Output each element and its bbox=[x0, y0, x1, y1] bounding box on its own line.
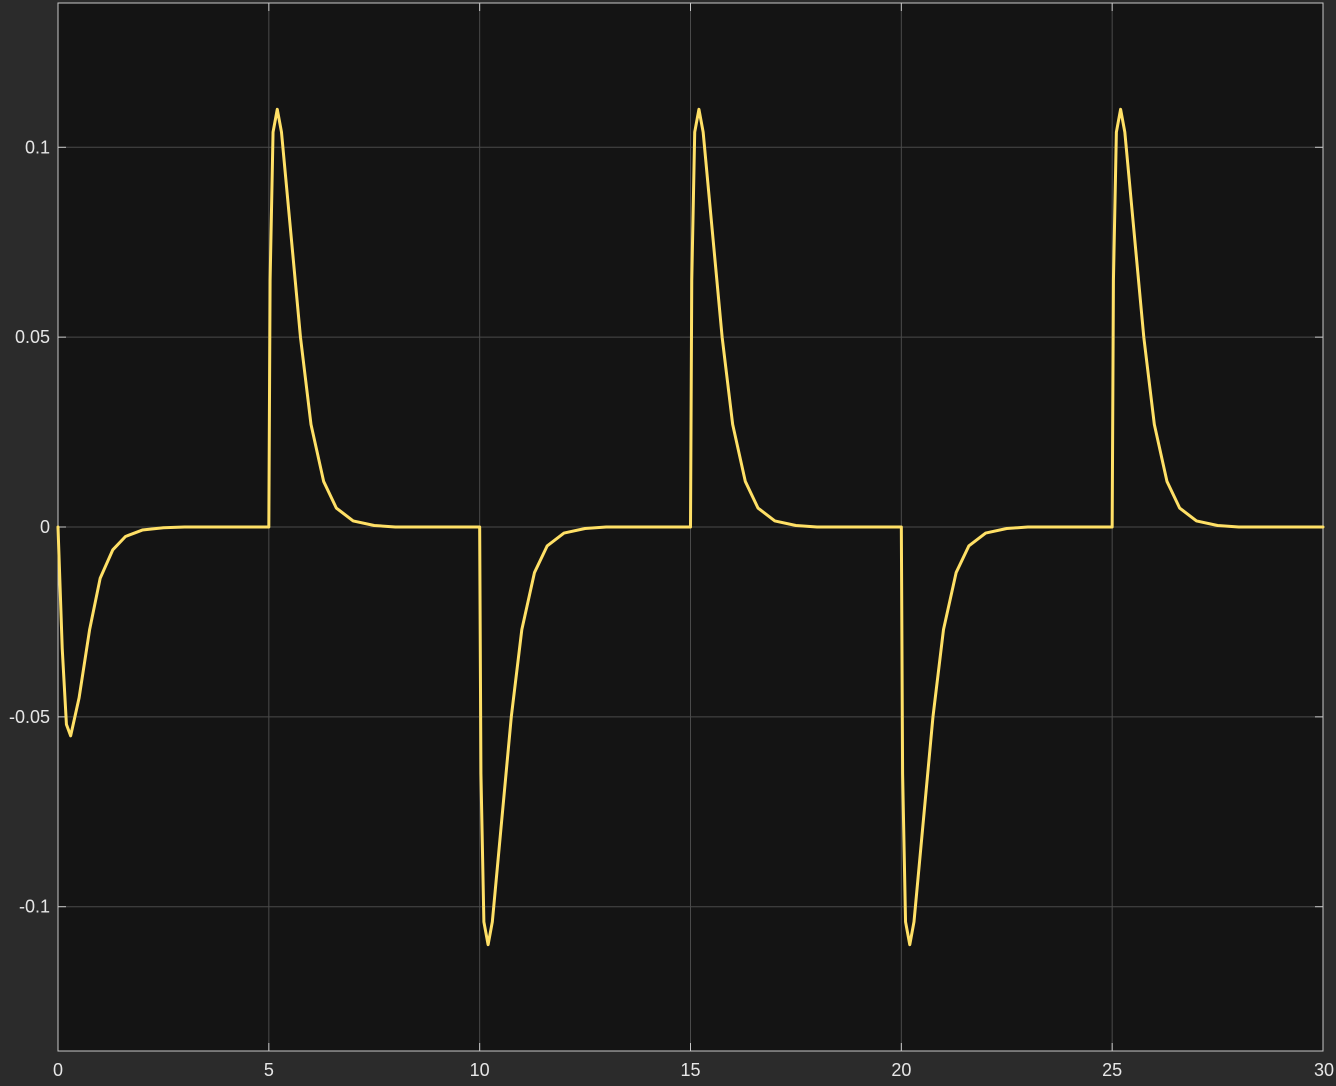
y-tick-label: 0 bbox=[40, 517, 50, 537]
y-tick-label: 0.05 bbox=[15, 327, 50, 347]
x-axis-ticks: 0 5 10 15 20 25 30 bbox=[53, 3, 1334, 1080]
y-tick-label: -0.05 bbox=[9, 707, 50, 727]
x-tick-label: 30 bbox=[1314, 1060, 1334, 1080]
x-tick-label: 20 bbox=[891, 1060, 911, 1080]
x-tick-label: 25 bbox=[1102, 1060, 1122, 1080]
y-tick-label: 0.1 bbox=[25, 137, 50, 157]
x-tick-label: 10 bbox=[470, 1060, 490, 1080]
x-tick-label: 15 bbox=[680, 1060, 700, 1080]
x-tick-label: 5 bbox=[264, 1060, 274, 1080]
x-tick-label: 0 bbox=[53, 1060, 63, 1080]
y-tick-label: -0.1 bbox=[19, 897, 50, 917]
series-line bbox=[56, 107, 1325, 947]
series-layer bbox=[56, 107, 1325, 947]
y-axis-ticks: -0.1 -0.05 0 0.05 0.1 bbox=[9, 137, 1323, 917]
